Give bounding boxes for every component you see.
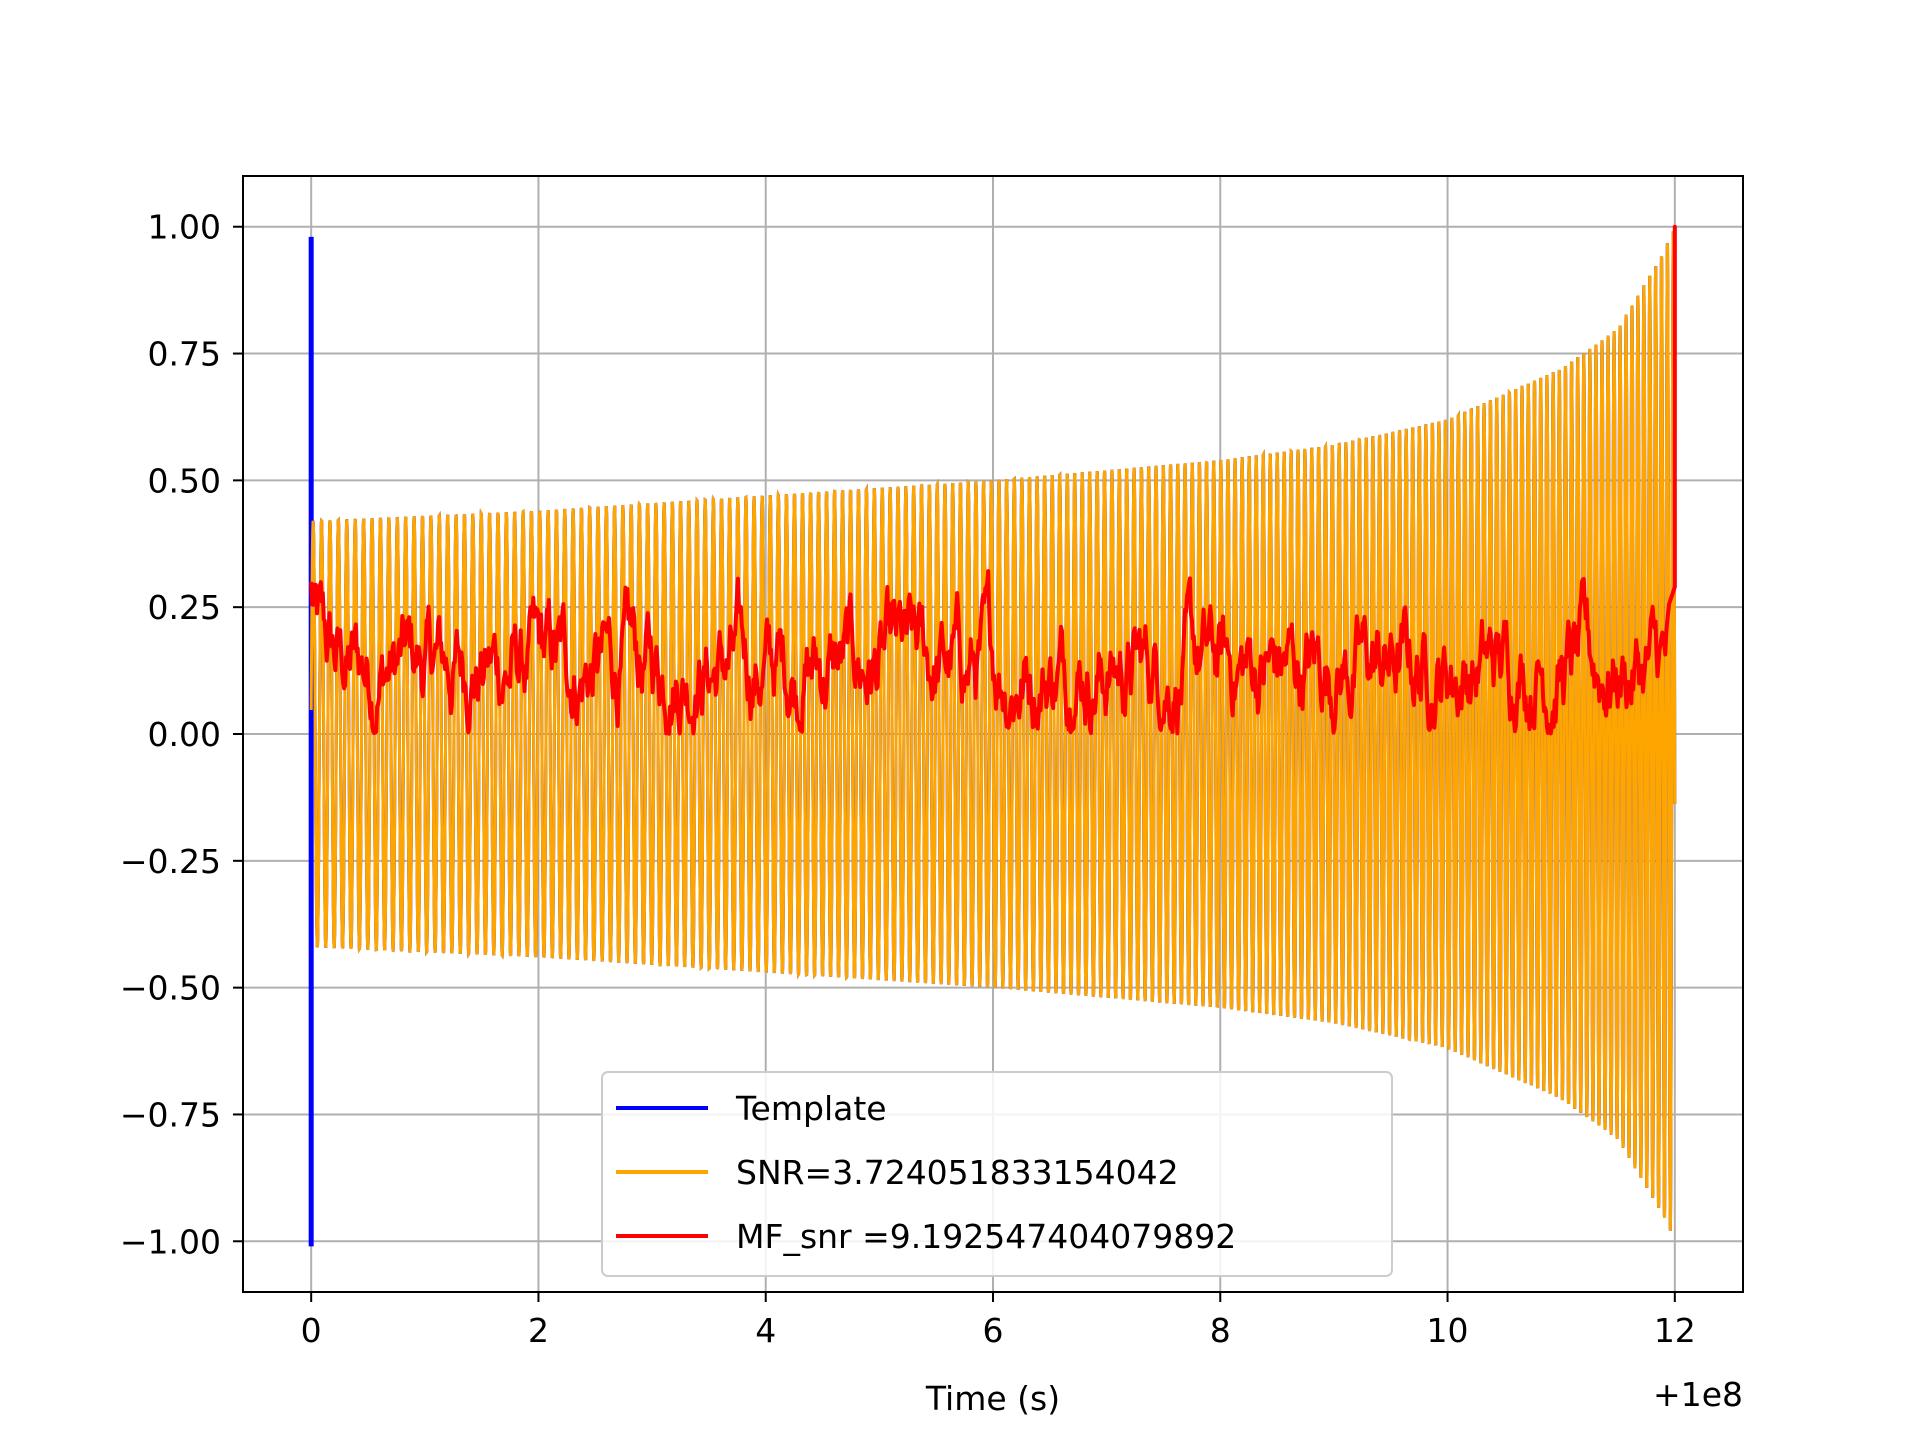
y-tick-label: −1.00	[120, 1222, 221, 1261]
x-tick-label: 0	[301, 1311, 322, 1350]
x-tick-label: 6	[983, 1311, 1004, 1350]
y-tick-label: 0.00	[148, 715, 221, 754]
x-tick-label: 4	[755, 1311, 776, 1350]
y-tick-label: −0.25	[120, 842, 221, 881]
legend-label: MF_snr =9.192547404079892	[736, 1217, 1236, 1256]
y-tick-label: 0.50	[148, 461, 221, 500]
y-tick-label: −0.75	[120, 1095, 221, 1134]
x-tick-label: 10	[1427, 1311, 1469, 1350]
legend-box	[601, 1071, 1393, 1277]
legend: Template SNR=3.724051833154042 MF_snr =9.1…	[601, 1071, 1393, 1277]
x-axis-label: Time (s)	[925, 1379, 1060, 1418]
series-mf-snr-line	[309, 224, 1677, 736]
y-tick-label: 0.25	[148, 588, 221, 627]
x-tick-label: 2	[528, 1311, 549, 1350]
x-axis-offset-label: +1e8	[1653, 1375, 1743, 1414]
y-axis: 1.00 0.75 0.50 0.25 0.00 −0.25 −0.50 −0.75 −1.00	[120, 208, 243, 1261]
plot-area	[308, 224, 1677, 1247]
y-tick-label: 0.75	[148, 335, 221, 374]
x-tick-label: 8	[1210, 1311, 1231, 1350]
legend-label: Template	[735, 1089, 887, 1128]
y-tick-label: 1.00	[148, 208, 221, 247]
y-tick-label: −0.50	[120, 969, 221, 1008]
legend-label: SNR=3.724051833154042	[736, 1153, 1179, 1192]
x-tick-label: 12	[1654, 1311, 1696, 1350]
x-axis: 0 2 4 6 8 10 12	[301, 1292, 1696, 1350]
